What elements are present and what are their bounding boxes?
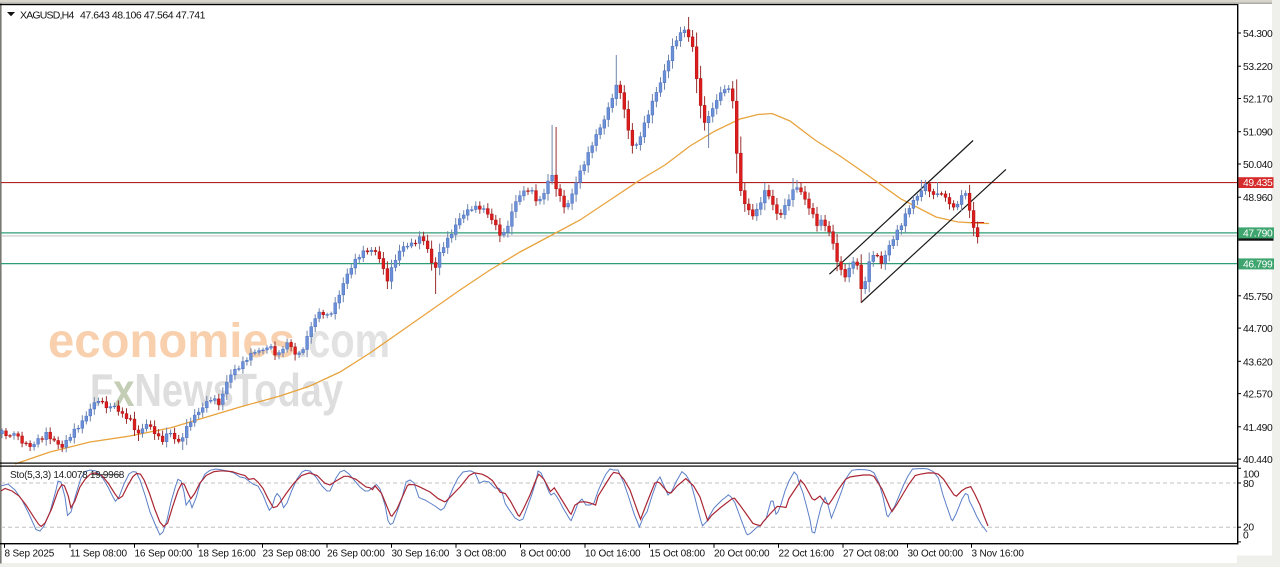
svg-text:15 Oct 08:00: 15 Oct 08:00: [650, 549, 706, 560]
svg-text:8 Sep 2025: 8 Sep 2025: [5, 549, 55, 560]
svg-text:43.620: 43.620: [1243, 357, 1273, 368]
svg-text:49.435: 49.435: [1243, 178, 1273, 189]
svg-text:53.220: 53.220: [1243, 62, 1273, 73]
svg-text:52.170: 52.170: [1243, 95, 1273, 106]
svg-text:11 Sep 08:00: 11 Sep 08:00: [70, 549, 128, 560]
svg-text:44.700: 44.700: [1243, 324, 1273, 335]
svg-text:80: 80: [1243, 479, 1254, 490]
svg-text:26 Sep 00:00: 26 Sep 00:00: [327, 549, 385, 560]
svg-text:.com: .com: [297, 315, 390, 368]
svg-text:16 Sep 00:00: 16 Sep 00:00: [135, 549, 193, 560]
svg-text:3 Nov 16:00: 3 Nov 16:00: [972, 549, 1025, 560]
svg-text:23 Sep 08:00: 23 Sep 08:00: [263, 549, 321, 560]
svg-text:Sto(5,3,3) 14.0078 19.9968: Sto(5,3,3) 14.0078 19.9968: [10, 470, 125, 481]
svg-text:100: 100: [1243, 469, 1260, 480]
svg-text:30 Sep 16:00: 30 Sep 16:00: [392, 549, 450, 560]
svg-text:30 Oct 00:00: 30 Oct 00:00: [908, 549, 964, 560]
svg-text:3 Oct 08:00: 3 Oct 08:00: [456, 549, 507, 560]
svg-text:18 Sep 16:00: 18 Sep 16:00: [198, 549, 256, 560]
svg-text:0: 0: [1243, 530, 1249, 541]
svg-text:47.790: 47.790: [1243, 229, 1273, 240]
svg-text:economies: economies: [48, 315, 295, 368]
svg-text:8 Oct 00:00: 8 Oct 00:00: [521, 549, 572, 560]
svg-text:20 Oct 00:00: 20 Oct 00:00: [714, 549, 770, 560]
svg-text:20: 20: [1243, 522, 1254, 533]
svg-text:50.040: 50.040: [1243, 160, 1273, 171]
svg-text:40.440: 40.440: [1243, 455, 1273, 466]
svg-text:54.300: 54.300: [1243, 29, 1273, 40]
svg-text:22 Oct 16:00: 22 Oct 16:00: [779, 549, 835, 560]
svg-text:XAGUSD,H4: XAGUSD,H4: [20, 10, 74, 22]
svg-text:51.090: 51.090: [1243, 128, 1273, 139]
svg-text:48.960: 48.960: [1243, 193, 1273, 204]
svg-text:46.799: 46.799: [1243, 260, 1273, 271]
svg-text:27 Oct 08:00: 27 Oct 08:00: [843, 549, 899, 560]
svg-text:42.570: 42.570: [1243, 390, 1273, 401]
svg-text:10 Oct 16:00: 10 Oct 16:00: [585, 549, 641, 560]
svg-text:47.643 48.106 47.564 47.741: 47.643 48.106 47.564 47.741: [80, 10, 206, 22]
svg-text:45.750: 45.750: [1243, 292, 1273, 303]
svg-text:FxNewsToday: FxNewsToday: [90, 364, 343, 416]
svg-text:41.490: 41.490: [1243, 423, 1273, 434]
